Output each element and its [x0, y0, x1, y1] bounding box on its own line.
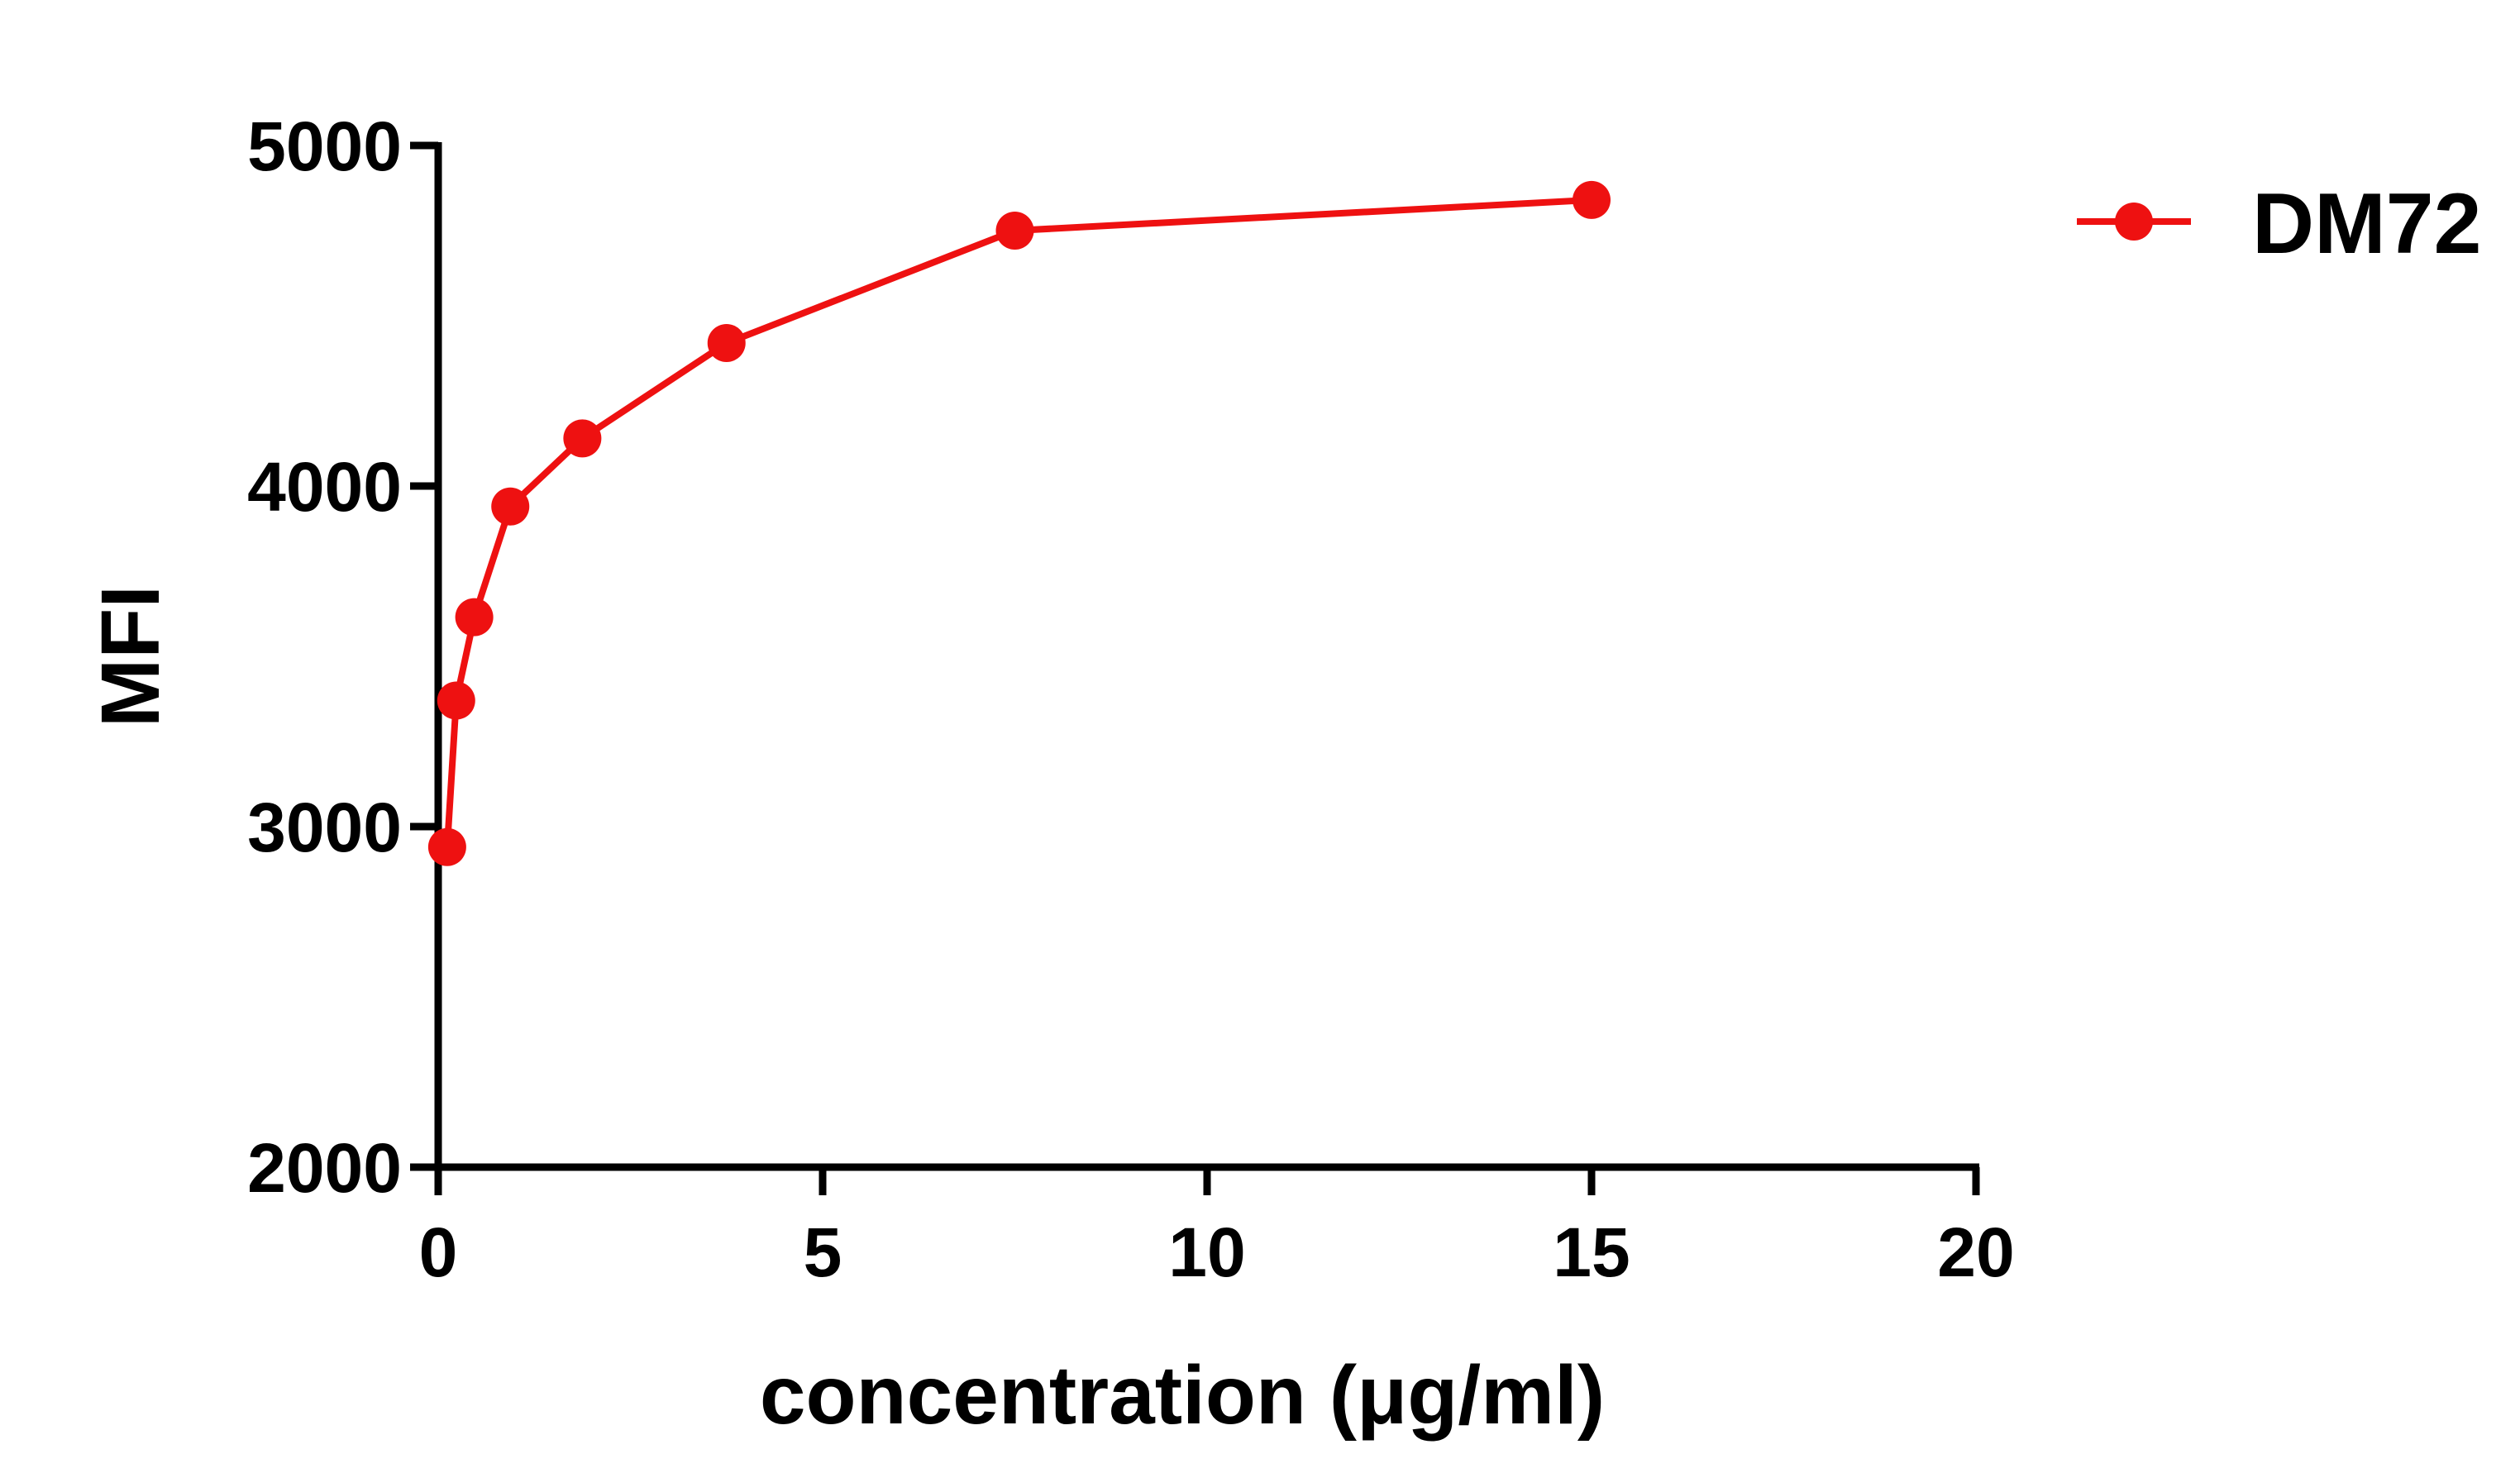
x-tick-label: 15 — [1553, 1213, 1630, 1291]
series-layer — [427, 180, 1611, 866]
x-tick-label: 0 — [419, 1213, 458, 1291]
series-line — [443, 196, 1592, 847]
axes: 2000 3000 4000 5000 0 5 10 15 20 — [247, 107, 2015, 1291]
x-axis-title: concentration (μg/ml) — [760, 1349, 1605, 1442]
data-point — [437, 681, 475, 720]
x-tick-label: 5 — [804, 1213, 842, 1291]
y-tick-label: 2000 — [247, 1129, 402, 1207]
data-point — [427, 827, 466, 866]
data-point — [995, 212, 1034, 250]
data-point — [707, 323, 746, 362]
x-tick-label: 20 — [1937, 1213, 2014, 1291]
y-axis-title: MFI — [84, 585, 177, 727]
legend-entry-label: DM72 — [2252, 176, 2481, 272]
data-point — [455, 598, 494, 636]
y-tick-label: 4000 — [247, 448, 402, 526]
legend: DM72 — [2077, 176, 2481, 272]
data-point — [491, 487, 530, 526]
y-tick-label: 3000 — [247, 789, 402, 866]
data-point — [1573, 180, 1611, 219]
x-ticks: 0 5 10 15 20 — [419, 1167, 2015, 1291]
y-ticks: 2000 3000 4000 5000 — [247, 107, 438, 1207]
legend-marker-swatch — [2115, 203, 2153, 241]
y-tick-label: 5000 — [247, 107, 402, 185]
x-tick-label: 10 — [1168, 1213, 1245, 1291]
data-point — [563, 419, 602, 458]
